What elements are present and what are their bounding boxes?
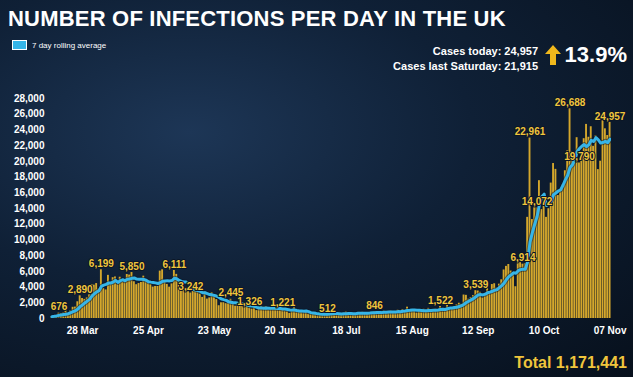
svg-text:12 Sep: 12 Sep — [462, 325, 494, 336]
svg-text:3,242: 3,242 — [178, 281, 203, 292]
svg-text:3,539: 3,539 — [463, 279, 488, 290]
svg-text:28 Mar: 28 Mar — [67, 325, 99, 336]
html-text:NUMBER OF INFECTIONS PER DAY I: NUMBER OF INFECTIONS PER DAY IN THE UK — [8, 6, 506, 31]
svg-text:1,221: 1,221 — [270, 297, 295, 308]
svg-text:18,000: 18,000 — [14, 171, 45, 182]
svg-text:26,000: 26,000 — [14, 108, 45, 119]
svg-text:28,000: 28,000 — [14, 93, 45, 104]
svg-text:6,111: 6,111 — [162, 259, 186, 270]
svg-text:2,890: 2,890 — [68, 284, 93, 295]
html-text:Cases last Saturday: 21,915: Cases last Saturday: 21,915 — [393, 60, 538, 72]
svg-text:5,850: 5,850 — [119, 261, 144, 272]
svg-text:6,914: 6,914 — [510, 252, 535, 263]
svg-text:6,199: 6,199 — [89, 258, 114, 269]
svg-text:512: 512 — [319, 303, 336, 314]
html-text:Total 1,171,441: Total 1,171,441 — [514, 354, 627, 371]
svg-text:14,072: 14,072 — [522, 196, 553, 207]
svg-text:22,000: 22,000 — [14, 140, 45, 151]
svg-text:8,000: 8,000 — [19, 250, 44, 261]
svg-text:14,000: 14,000 — [14, 203, 45, 214]
svg-text:26,688: 26,688 — [555, 97, 586, 108]
svg-text:16,000: 16,000 — [14, 187, 45, 198]
svg-text:676: 676 — [51, 301, 68, 312]
svg-text:2,000: 2,000 — [19, 297, 44, 308]
svg-text:0: 0 — [39, 313, 45, 324]
html-text:Cases today: 24,957: Cases today: 24,957 — [432, 45, 538, 57]
svg-text:12,000: 12,000 — [14, 218, 45, 229]
svg-text:18 Jul: 18 Jul — [332, 325, 361, 336]
svg-text:6,000: 6,000 — [19, 266, 44, 277]
svg-text:2,445: 2,445 — [218, 287, 244, 299]
svg-text:23 May: 23 May — [198, 325, 232, 336]
svg-text:19,790: 19,790 — [564, 151, 595, 162]
svg-text:4,000: 4,000 — [19, 281, 44, 292]
svg-text:846: 846 — [366, 300, 383, 311]
svg-text:10 Oct: 10 Oct — [529, 325, 560, 336]
svg-text:15 Aug: 15 Aug — [396, 325, 429, 336]
svg-text:24,000: 24,000 — [14, 124, 45, 135]
svg-text:25 Apr: 25 Apr — [133, 325, 164, 336]
svg-text:24,957: 24,957 — [595, 111, 626, 122]
svg-text:10,000: 10,000 — [14, 234, 45, 245]
svg-text:07 Nov: 07 Nov — [594, 325, 627, 336]
svg-text:1,326: 1,326 — [237, 296, 262, 307]
svg-text:1,522: 1,522 — [428, 295, 453, 306]
svg-text:20,000: 20,000 — [14, 156, 45, 167]
html-text:7 day rolling average: 7 day rolling average — [32, 40, 107, 50]
svg-text:22,961: 22,961 — [515, 126, 546, 137]
html-text:13.9%: 13.9% — [564, 42, 627, 67]
svg-text:20 Jun: 20 Jun — [265, 325, 297, 336]
